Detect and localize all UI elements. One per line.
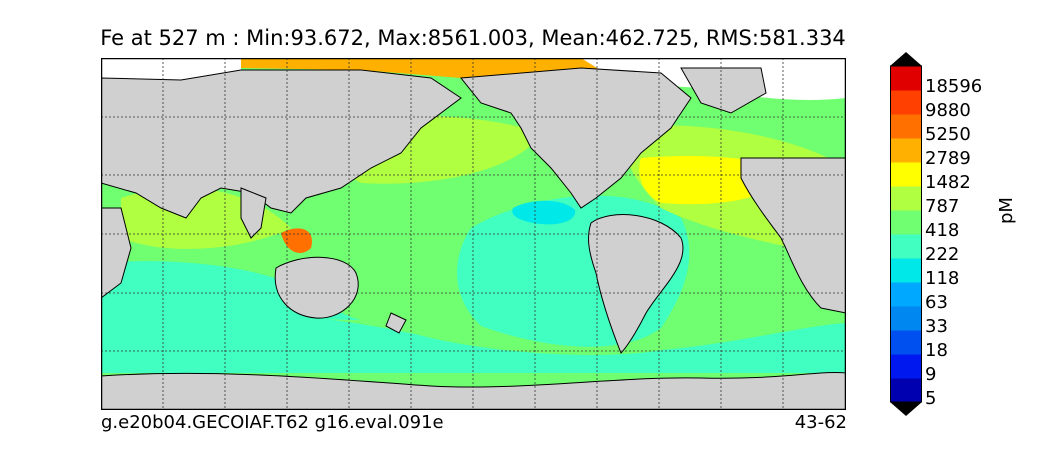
map-panel xyxy=(101,58,846,410)
colorbar xyxy=(890,52,922,416)
land-eurasia xyxy=(101,69,462,219)
colorbar-segment xyxy=(891,282,921,307)
colorbar-tick-label: 9 xyxy=(925,364,937,385)
colorbar-tick-label: 9880 xyxy=(925,100,971,121)
land-south-america xyxy=(588,214,684,354)
colorbar-segment xyxy=(891,378,921,403)
pacific-cyan-patch xyxy=(512,200,576,225)
land-greenland xyxy=(680,67,767,114)
land-new-zealand xyxy=(385,312,407,334)
colorbar-segment xyxy=(891,66,921,91)
colorbar-tick-label: 18 xyxy=(925,340,948,361)
colorbar-segment xyxy=(891,138,921,163)
colorbar-segment xyxy=(891,90,921,115)
land-africa-east xyxy=(740,157,846,314)
land-north-america xyxy=(460,67,692,209)
colorbar-segment xyxy=(891,330,921,355)
colorbar-tick-label: 5 xyxy=(925,388,937,409)
colorbar-segment xyxy=(891,258,921,283)
colorbar-tick-label: 18596 xyxy=(925,76,983,97)
maritime-continent-orange xyxy=(281,228,312,253)
land-australia xyxy=(274,256,359,319)
colorbar-segment xyxy=(891,186,921,211)
colorbar-tick-label: 418 xyxy=(925,220,960,241)
colorbar-tick-label: 5250 xyxy=(925,124,971,145)
colorbar-tick-label: 222 xyxy=(925,244,960,265)
colorbar-tick-label: 63 xyxy=(925,292,948,313)
colorbar-segment xyxy=(891,234,921,259)
colorbar-segment xyxy=(891,114,921,139)
land-india xyxy=(240,187,267,239)
colorbar-tick-label: 118 xyxy=(925,268,960,289)
colorbar-tick-label: 33 xyxy=(925,316,948,337)
colorbar-frame xyxy=(890,65,922,403)
years-label: 43-62 xyxy=(794,412,847,433)
colorbar-units-label: pM xyxy=(996,197,1017,224)
colorbar-segment xyxy=(891,306,921,331)
land-africa-west xyxy=(101,207,132,299)
map-frame xyxy=(101,58,846,410)
colorbar-tick-label: 787 xyxy=(925,196,960,217)
colorbar-segment xyxy=(891,210,921,235)
colorbar-tick-label: 2789 xyxy=(925,148,971,169)
case-name-label: g.e20b04.GECOIAF.T62 g16.eval.091e xyxy=(101,412,444,433)
colorbar-extend-min xyxy=(890,402,922,416)
plot-title: Fe at 527 m : Min:93.672, Max:8561.003, … xyxy=(100,26,846,50)
colorbar-extend-max xyxy=(890,52,922,66)
colorbar-segment xyxy=(891,354,921,379)
colorbar-tick-label: 1482 xyxy=(925,172,971,193)
land-antarctica xyxy=(101,371,846,410)
arctic-white xyxy=(101,58,241,80)
colorbar-segment xyxy=(891,162,921,187)
